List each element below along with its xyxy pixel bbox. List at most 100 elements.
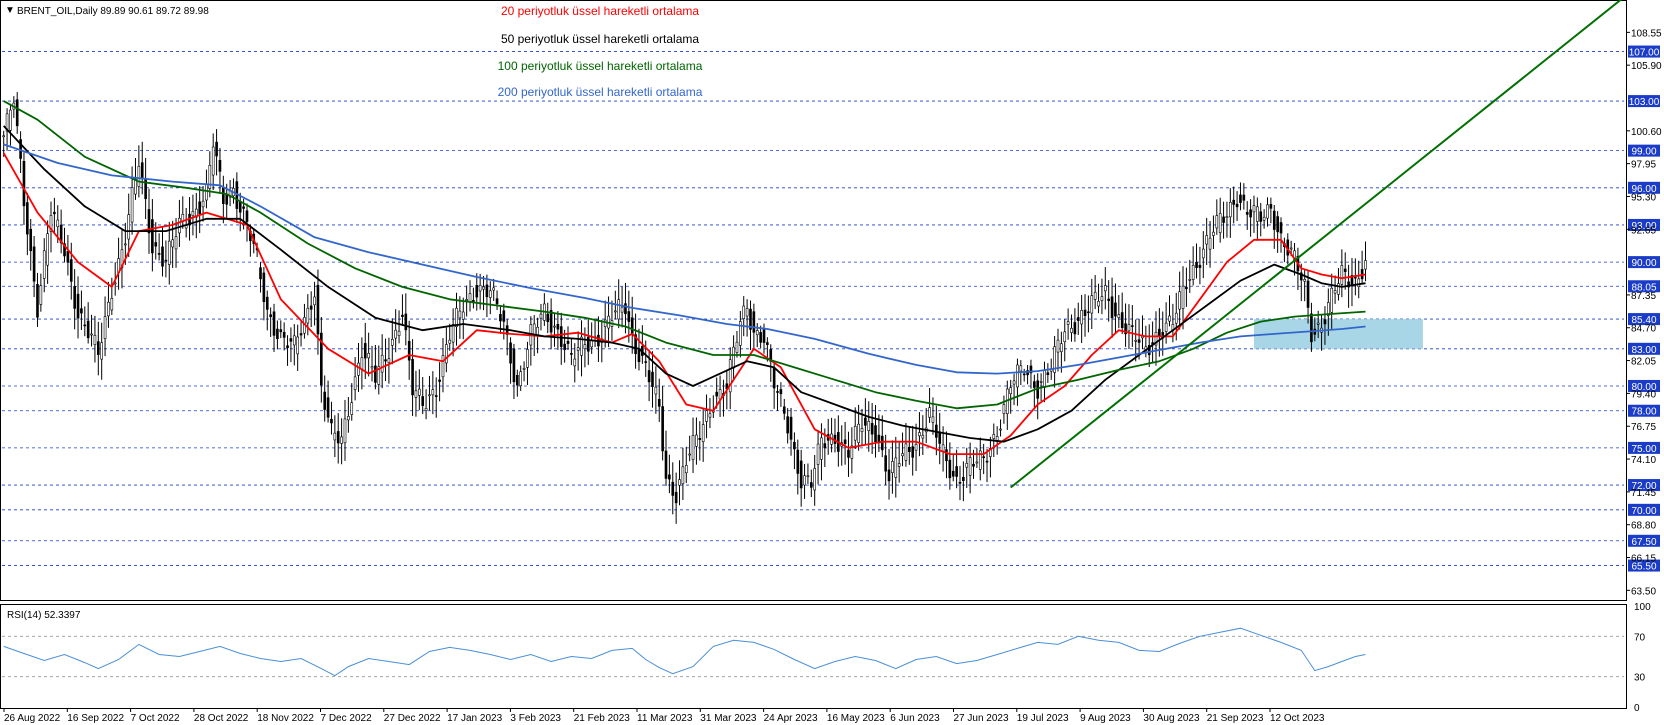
- candle-body: [174, 236, 178, 250]
- candle-body: [941, 444, 945, 452]
- candle-body: [1330, 287, 1334, 313]
- candle-body: [580, 336, 583, 356]
- legend-ema20: 20 periyotluk üssel hareketli ortalama: [501, 4, 699, 18]
- candle-body: [171, 239, 174, 248]
- candle-body: [404, 313, 408, 331]
- candle-body: [22, 161, 26, 207]
- candle-body: [1310, 313, 1313, 343]
- candle-body: [938, 431, 942, 444]
- candle-body: [590, 340, 593, 348]
- candle-body: [843, 439, 847, 444]
- candle-body: [502, 310, 506, 322]
- candle-body: [167, 240, 171, 265]
- candle-body: [485, 284, 489, 298]
- candle-body: [718, 389, 722, 400]
- candle-body: [242, 206, 245, 209]
- candle-body: [438, 379, 441, 382]
- candle-body: [370, 366, 374, 369]
- candle-body: [1120, 312, 1124, 328]
- candle-body: [958, 482, 962, 484]
- candle-body: [553, 325, 556, 328]
- rsi-tick-label: 100: [1634, 602, 1651, 613]
- candle-body: [80, 308, 83, 314]
- candle-body: [972, 463, 975, 467]
- candle-body: [772, 367, 776, 389]
- candle-body: [1134, 339, 1138, 342]
- candle-body: [86, 320, 90, 339]
- price-level-tag: [1628, 218, 1660, 231]
- header-menu-icon[interactable]: ▼: [5, 5, 15, 16]
- candle-body: [654, 386, 658, 395]
- candle-body: [1043, 370, 1046, 388]
- candle-body: [857, 423, 860, 443]
- candle-body: [789, 416, 793, 440]
- candle-body: [164, 259, 168, 262]
- candle-body: [1110, 296, 1114, 319]
- price-level-tag: [1628, 441, 1660, 454]
- candle-body: [238, 201, 242, 213]
- candle-body: [1229, 202, 1232, 218]
- time-tick-label: 19 Jul 2023: [1017, 713, 1069, 724]
- price-level-tag: [1628, 181, 1660, 194]
- candle-body: [154, 242, 158, 247]
- time-tick-label: 11 Mar 2023: [637, 713, 693, 724]
- candle-body: [921, 435, 925, 439]
- candle-body: [29, 228, 33, 252]
- candle-body: [201, 200, 205, 208]
- price-level-label: 90.00: [1631, 258, 1656, 269]
- candle-body: [516, 374, 519, 386]
- candle-body: [647, 370, 651, 383]
- price-tick-label: 100.60: [1631, 127, 1662, 138]
- candle-body: [1232, 199, 1236, 205]
- candle-body: [478, 285, 482, 292]
- price-tick-label: 95.30: [1631, 192, 1656, 203]
- candle-body: [445, 344, 448, 364]
- price-axis: 108.55 105.90 100.60 97.95 95.30 92.65 87.35 84…: [1626, 28, 1662, 597]
- candle-body: [1100, 296, 1104, 301]
- candle-body: [735, 341, 739, 353]
- candle-body: [634, 334, 637, 355]
- time-tick-label: 9 Aug 2023: [1080, 713, 1131, 724]
- main-plot-frame: [0, 0, 1627, 601]
- candle-body: [847, 449, 850, 458]
- time-tick-label: 24 Apr 2023: [764, 713, 818, 724]
- candle-body: [1103, 285, 1107, 292]
- candle-body: [708, 413, 712, 418]
- candle-body: [705, 410, 708, 422]
- candle-body: [1235, 203, 1239, 208]
- candle-body: [657, 399, 661, 407]
- candle-body: [1046, 372, 1050, 376]
- candle-body: [1080, 310, 1083, 325]
- price-level-tag: [1628, 559, 1660, 572]
- candle-body: [157, 253, 161, 255]
- price-level-label: 93.00: [1631, 221, 1656, 232]
- candle-body: [83, 324, 87, 327]
- candle-body: [1316, 322, 1320, 325]
- candle-body: [691, 435, 695, 460]
- price-level-label: 96.00: [1631, 184, 1656, 195]
- candle-body: [32, 246, 36, 282]
- candle-body: [296, 336, 299, 355]
- rsi-plot-frame: [0, 604, 1627, 709]
- time-tick-label: 6 Jun 2023: [890, 713, 940, 724]
- candle-body: [766, 342, 769, 345]
- candle-body: [715, 391, 719, 397]
- candle-body: [522, 367, 526, 370]
- price-level-label: 67.50: [1631, 537, 1656, 548]
- candle-body: [968, 457, 972, 476]
- candle-body: [1269, 204, 1273, 209]
- candle-body: [732, 346, 735, 369]
- candle-body: [1053, 346, 1056, 373]
- candle-body: [586, 336, 590, 352]
- candle-body: [272, 311, 276, 336]
- candle-body: [803, 475, 806, 486]
- candle-body: [698, 438, 702, 440]
- price-level-tag: [1628, 280, 1660, 293]
- candle-body: [978, 450, 982, 470]
- time-tick-label: 16 May 2023: [827, 713, 885, 724]
- candle-body: [336, 431, 340, 444]
- candle-body: [1279, 222, 1283, 234]
- candle-body: [488, 290, 492, 298]
- candle-body: [1276, 216, 1279, 233]
- candle-body: [752, 311, 756, 333]
